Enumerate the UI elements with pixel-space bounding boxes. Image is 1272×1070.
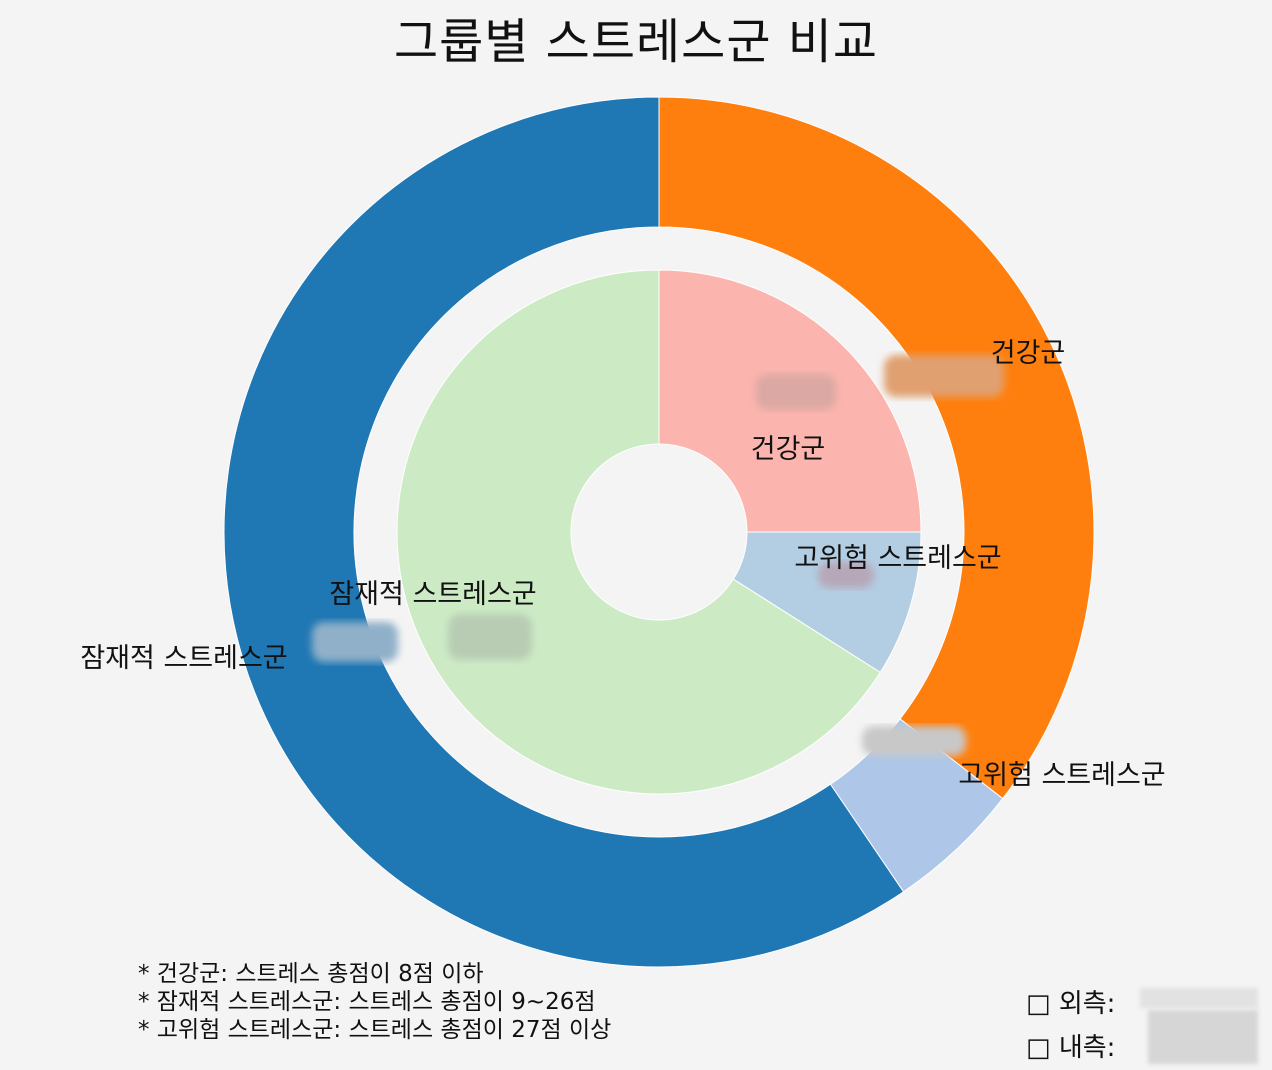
outer-label-high-risk-stress: 고위험 스트레스군: [958, 760, 1165, 791]
footnote-potential: * 잠재적 스트레스군: 스트레스 총점이 9~26점: [138, 989, 596, 1015]
legend: □ 외측: □ 내측:: [1026, 982, 1115, 1070]
legend-inner: □ 내측:: [1026, 1026, 1115, 1070]
legend-inner-label: □ 내측:: [1026, 1033, 1116, 1063]
legend-outer-label: □ 외측:: [1026, 989, 1116, 1019]
redacted-percent-3: [818, 562, 874, 588]
footnotes: * 건강군: 스트레스 총점이 8점 이하 * 잠재적 스트레스군: 스트레스 …: [138, 960, 611, 1044]
footnote-healthy: * 건강군: 스트레스 총점이 8점 이하: [138, 961, 484, 987]
redacted-percent-6: [448, 614, 532, 660]
legend-inner-redaction: [1148, 1010, 1258, 1064]
inner-label-high-risk-stress: 고위험 스트레스군: [794, 543, 1001, 574]
inner-slice-potential-stress: [396, 269, 881, 795]
redacted-percent-4: [862, 726, 966, 756]
outer-label-healthy: 건강군: [991, 338, 1066, 369]
inner-label-healthy: 건강군: [751, 434, 826, 465]
legend-outer: □ 외측:: [1026, 982, 1115, 1026]
inner-label-potential-stress: 잠재적 스트레스군: [329, 579, 536, 610]
outer-label-potential-stress: 잠재적 스트레스군: [80, 643, 287, 674]
legend-outer-redaction: [1140, 988, 1258, 1008]
outer-slice-potential-stress: [223, 96, 905, 968]
redacted-percent-2: [756, 374, 836, 410]
outer-slice-healthy: [658, 96, 1095, 800]
chart-title: 그룹별 스트레스군 비교: [393, 14, 879, 70]
footnote-high-risk: * 고위험 스트레스군: 스트레스 총점이 27점 이상: [138, 1017, 612, 1043]
redacted-percent-5: [312, 622, 398, 662]
redacted-percent-1: [884, 355, 1004, 397]
